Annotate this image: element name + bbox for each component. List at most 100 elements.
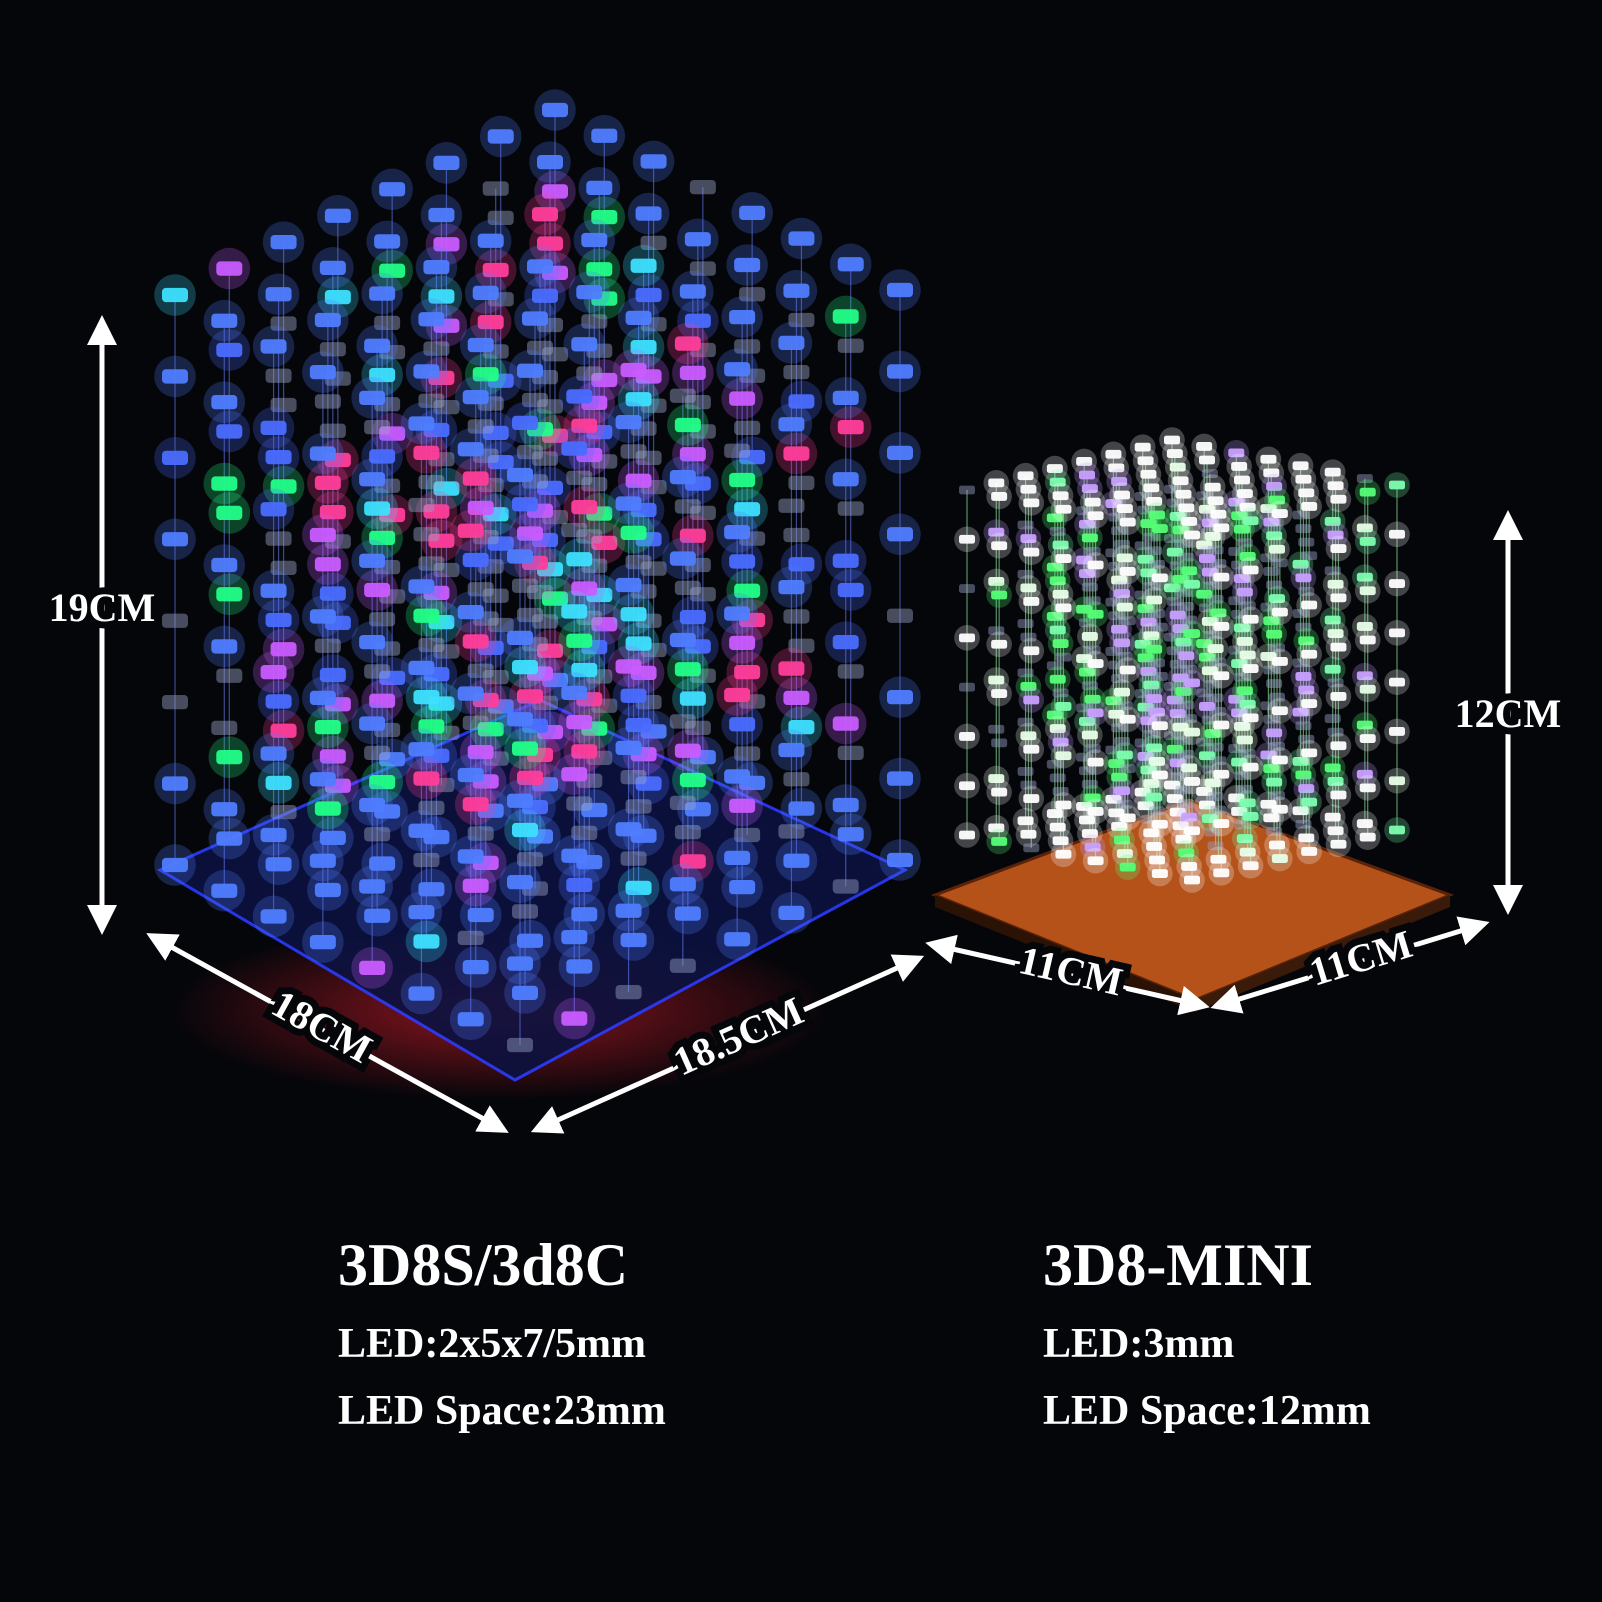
led (270, 479, 297, 494)
led (1023, 744, 1040, 754)
led (1389, 727, 1405, 736)
led (724, 932, 751, 947)
led (591, 372, 618, 388)
led (1236, 538, 1253, 548)
led (211, 394, 238, 410)
led-spec: LED:3mm (1043, 1321, 1234, 1367)
led (319, 586, 346, 601)
led (359, 390, 386, 406)
led (1389, 825, 1405, 835)
led (1234, 672, 1250, 682)
led (309, 690, 336, 706)
led (1079, 618, 1095, 628)
led (1175, 687, 1192, 696)
led (1234, 524, 1250, 534)
led (1260, 553, 1277, 563)
led (1295, 819, 1312, 829)
led (1111, 526, 1128, 536)
led (1327, 481, 1344, 491)
height-label: 12CM (1455, 691, 1562, 736)
led (162, 776, 188, 791)
led (1175, 637, 1192, 647)
led (1298, 636, 1315, 646)
led (512, 415, 538, 431)
led (988, 527, 1005, 537)
led (1119, 517, 1136, 527)
led (211, 557, 238, 573)
led (620, 851, 647, 866)
led (1359, 783, 1376, 793)
led (374, 315, 401, 331)
led (507, 956, 533, 971)
led (1146, 743, 1163, 753)
led (1105, 794, 1122, 804)
led (216, 342, 243, 358)
led (1166, 794, 1183, 803)
led (1327, 727, 1344, 737)
led (739, 205, 766, 221)
led (1151, 672, 1168, 681)
led (615, 740, 642, 756)
led (1175, 539, 1192, 548)
led (1046, 809, 1063, 818)
led (418, 556, 445, 571)
led (1116, 504, 1133, 513)
led (1143, 779, 1160, 788)
led (1137, 554, 1154, 564)
led (1359, 684, 1376, 694)
led (1146, 694, 1163, 703)
led (1295, 622, 1312, 632)
led (319, 504, 346, 520)
led (837, 419, 864, 435)
led (1324, 566, 1341, 576)
led (413, 445, 440, 461)
led (1023, 597, 1040, 606)
led (1143, 532, 1160, 542)
led (783, 690, 810, 706)
led (1324, 517, 1341, 526)
led (309, 934, 336, 950)
led (359, 797, 386, 813)
led (1137, 653, 1154, 663)
led (1151, 770, 1168, 780)
led (369, 367, 396, 383)
led (1111, 674, 1128, 683)
led (1111, 723, 1128, 733)
led (1146, 497, 1163, 506)
led (1175, 736, 1192, 746)
led (1081, 829, 1098, 838)
led (270, 723, 297, 738)
led (1271, 509, 1288, 518)
led (571, 337, 598, 352)
led (1266, 580, 1283, 590)
led (1207, 496, 1224, 506)
led (413, 689, 440, 705)
led (428, 207, 455, 223)
led (1020, 780, 1037, 790)
led (1169, 709, 1186, 718)
led (1196, 540, 1213, 550)
led (1146, 842, 1163, 851)
led (1204, 679, 1221, 689)
led (724, 443, 751, 458)
led (625, 880, 652, 896)
led (309, 609, 336, 624)
led (1114, 687, 1130, 697)
led (1324, 714, 1341, 723)
led (1149, 757, 1165, 766)
led (679, 854, 706, 869)
led (991, 787, 1008, 797)
led (1239, 749, 1256, 758)
led (1359, 586, 1376, 596)
led (1389, 628, 1405, 638)
led (462, 715, 489, 731)
led (517, 689, 543, 704)
led (265, 531, 292, 546)
led (1055, 800, 1072, 810)
led (359, 472, 386, 487)
led (1266, 679, 1283, 688)
led (625, 636, 652, 651)
led (1210, 559, 1227, 568)
led (408, 986, 435, 1001)
led (507, 1037, 533, 1053)
